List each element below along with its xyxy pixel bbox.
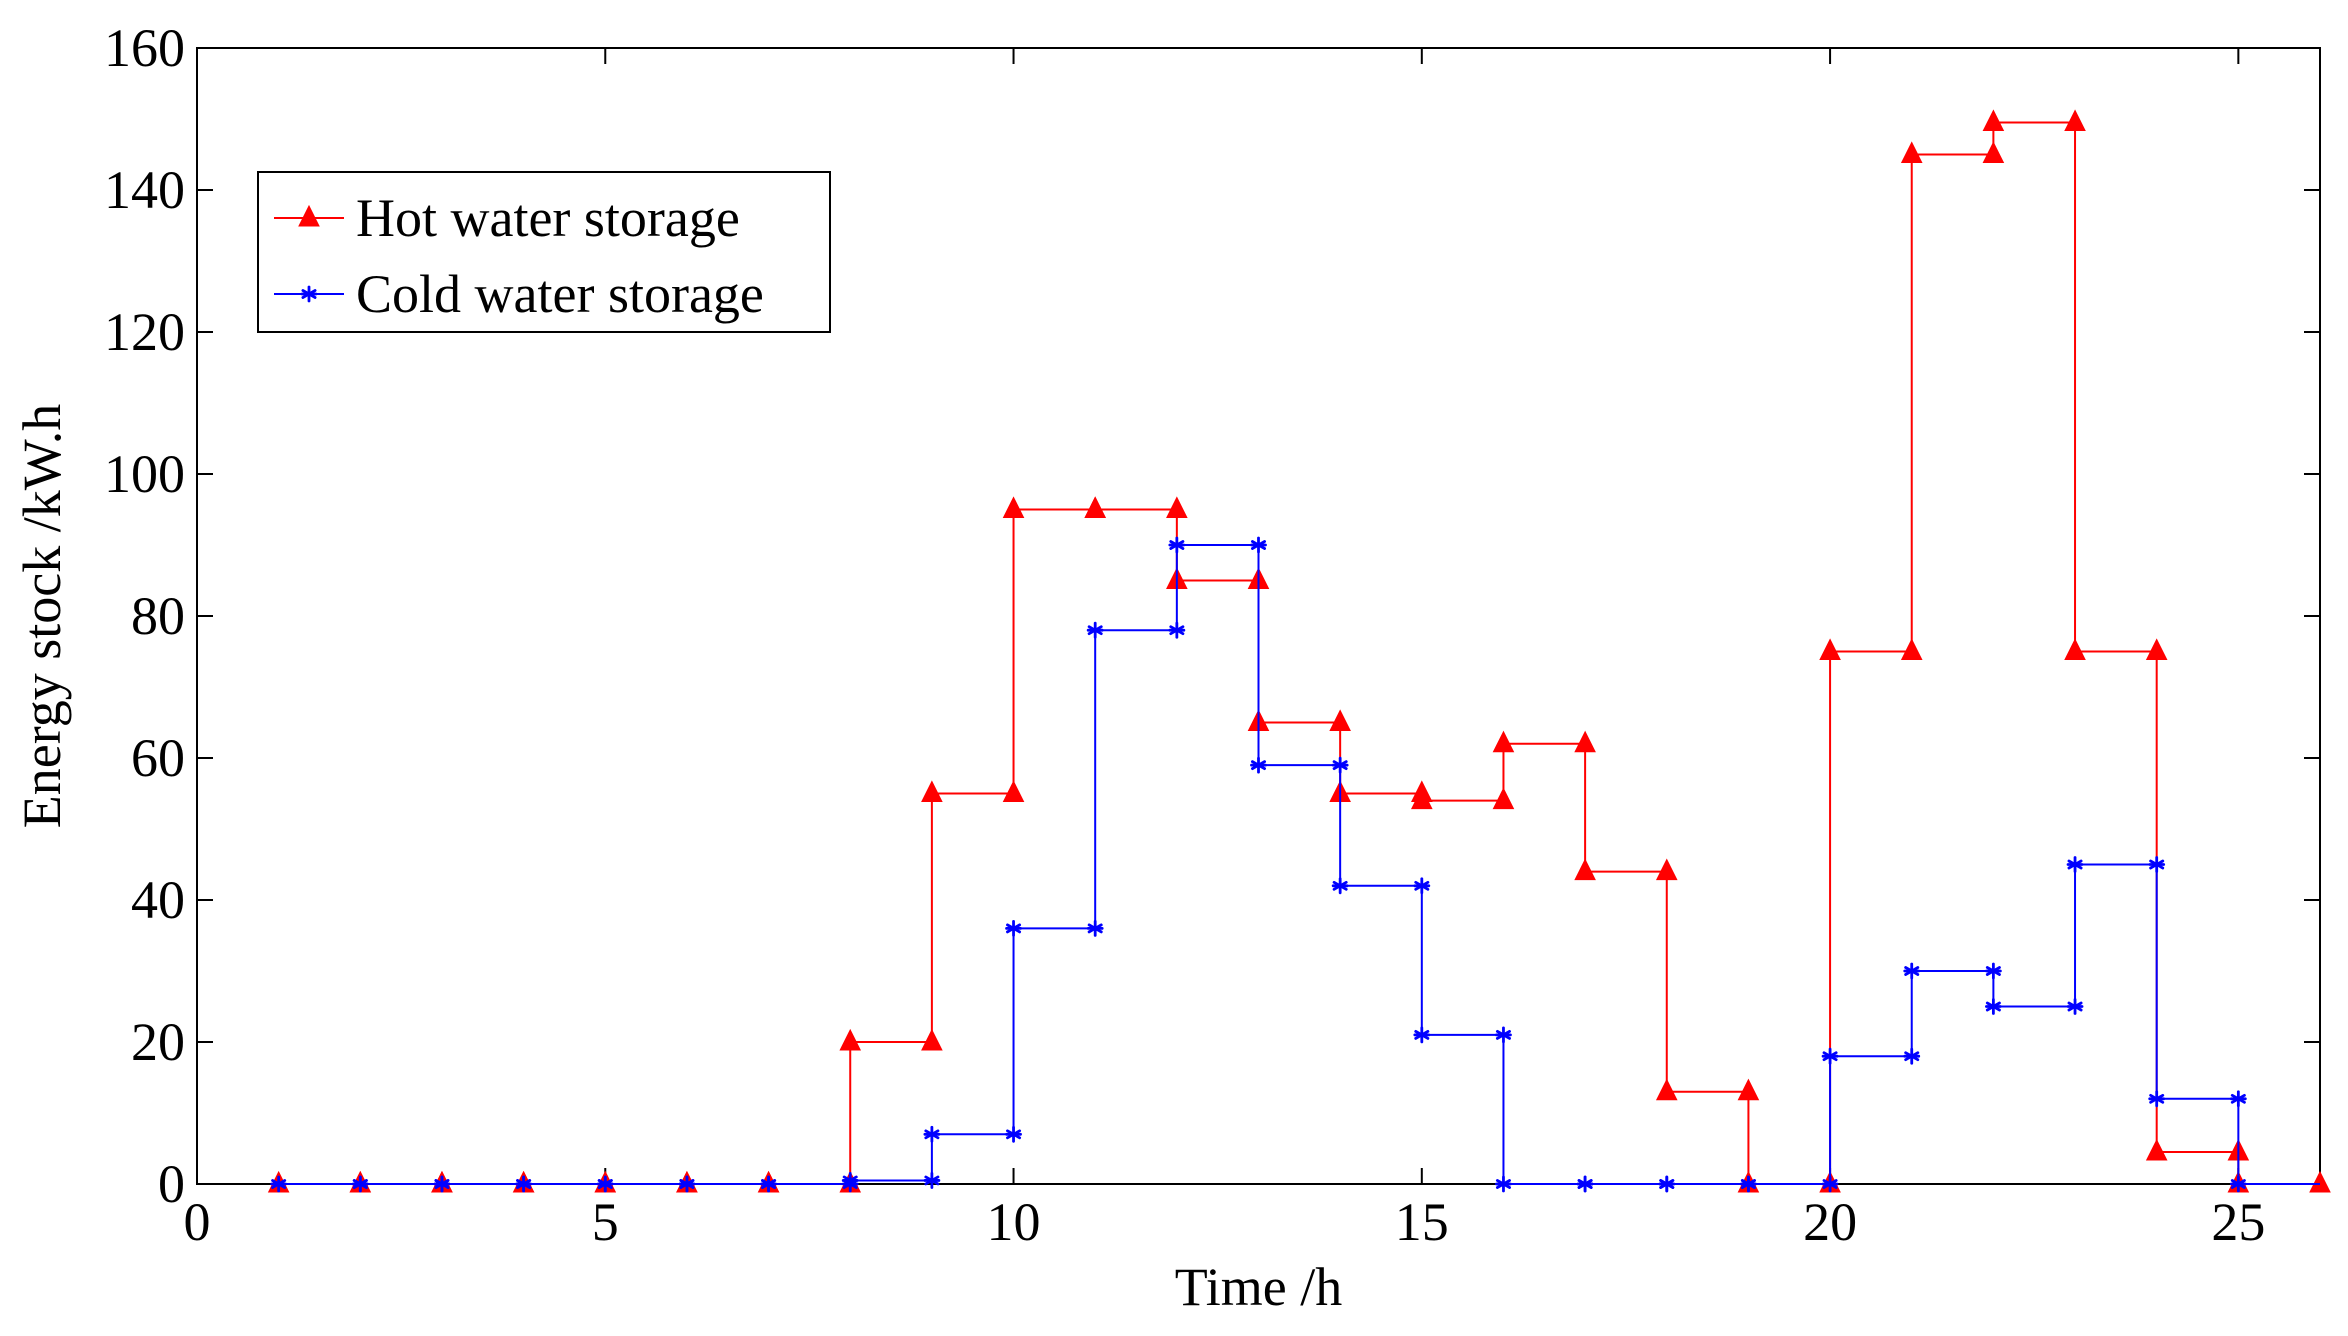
data-point: [1413, 1026, 1431, 1044]
data-point: [2309, 1170, 2331, 1193]
data-point: [1168, 621, 1186, 639]
y-tick-label: 80: [131, 586, 185, 646]
data-point: [1495, 1026, 1512, 1044]
data-point: [2148, 1090, 2166, 1108]
data-point: [1821, 1175, 1839, 1193]
data-point: [1658, 1175, 1676, 1193]
data-point: [270, 1175, 288, 1193]
x-axis-title: Time /h: [1175, 1257, 1343, 1317]
y-tick-label: 140: [104, 160, 185, 220]
legend-box: [257, 171, 831, 333]
data-point: [1329, 709, 1351, 731]
data-point: [1900, 638, 1923, 660]
data-point: [1574, 730, 1596, 753]
data-point: [2145, 1138, 2168, 1161]
legend-item: Hot water storage: [274, 188, 740, 248]
data-point: [921, 1028, 943, 1051]
data-point: [1250, 536, 1267, 554]
data-point: [2148, 856, 2166, 873]
data-point: [1331, 877, 1349, 895]
y-tick-label: 100: [104, 444, 185, 504]
data-point: [2229, 1090, 2247, 1108]
data-point: [1495, 1175, 1512, 1193]
x-tick-label: 25: [2211, 1192, 2265, 1252]
axis-tick-labels: 0 5 10 15 20 25 0 20 40 60 80 100 120 140 160: [104, 18, 2265, 1252]
data-point: [1492, 787, 1515, 810]
data-point: [839, 1028, 862, 1051]
data-point: [923, 1125, 941, 1143]
y-tick-label: 160: [104, 18, 185, 78]
data-point: [1005, 920, 1022, 937]
data-point: [1410, 787, 1433, 810]
data-point: [1005, 1125, 1022, 1143]
data-point: [2145, 638, 2168, 660]
series-layer: [267, 109, 2331, 1193]
data-point: [1084, 496, 1107, 518]
data-point: [1900, 141, 1923, 163]
data-point: [1984, 998, 2002, 1015]
data-point: [1413, 877, 1431, 895]
x-tick-label: 0: [184, 1192, 211, 1252]
data-point: [2066, 856, 2084, 873]
data-point: [1166, 496, 1188, 518]
data-point: [2229, 1175, 2247, 1193]
data-point: [923, 1172, 941, 1189]
data-point: [2066, 998, 2084, 1015]
data-point: [515, 1175, 533, 1193]
data-point: [1982, 141, 2005, 163]
data-point: [433, 1175, 451, 1193]
data-point: [841, 1172, 859, 1189]
data-point: [1903, 1047, 1921, 1065]
y-tick-label: 0: [158, 1154, 185, 1214]
data-point: [1086, 920, 1104, 937]
data-point: [1574, 858, 1596, 881]
legend-label: Hot water storage: [356, 188, 740, 248]
data-point: [1576, 1175, 1594, 1193]
data-point: [1655, 858, 1678, 881]
y-tick-label: 120: [104, 302, 185, 362]
legend-marker: [300, 285, 318, 303]
data-point: [760, 1175, 777, 1193]
series-markers: [270, 536, 2247, 1193]
x-tick-label: 20: [1803, 1192, 1857, 1252]
data-point: [2064, 638, 2086, 660]
data-point: [596, 1175, 614, 1193]
data-point: [1819, 638, 1841, 660]
data-point: [2064, 109, 2086, 132]
y-axis-title: Energy stock /kW.h: [12, 404, 72, 828]
y-tick-label: 60: [131, 728, 185, 788]
data-point: [1982, 109, 2005, 132]
legend-item: Cold water storage: [274, 264, 764, 324]
data-point: [1903, 962, 1921, 980]
data-point: [1655, 1078, 1678, 1101]
data-point: [1821, 1047, 1839, 1065]
legend: Hot water storage Cold water storage: [257, 171, 831, 333]
data-point: [1331, 756, 1349, 774]
data-point: [678, 1175, 696, 1193]
data-point: [921, 780, 943, 802]
x-tick-label: 10: [987, 1192, 1041, 1252]
data-point: [1002, 496, 1025, 518]
data-point: [1737, 1078, 1760, 1101]
x-tick-label: 15: [1395, 1192, 1449, 1252]
data-point: [1002, 780, 1025, 802]
y-tick-label: 20: [131, 1012, 185, 1072]
data-point: [1492, 730, 1515, 753]
data-point: [1984, 962, 2002, 980]
data-point: [1250, 756, 1267, 774]
y-tick-label: 40: [131, 870, 185, 930]
legend-label: Cold water storage: [356, 264, 764, 324]
x-tick-label: 5: [592, 1192, 619, 1252]
data-point: [1086, 621, 1104, 639]
series-cold-water-storage: [270, 536, 2320, 1193]
data-point: [1168, 536, 1186, 554]
legend-marker: [298, 204, 320, 227]
data-point: [1740, 1175, 1757, 1193]
data-point: [351, 1175, 369, 1193]
